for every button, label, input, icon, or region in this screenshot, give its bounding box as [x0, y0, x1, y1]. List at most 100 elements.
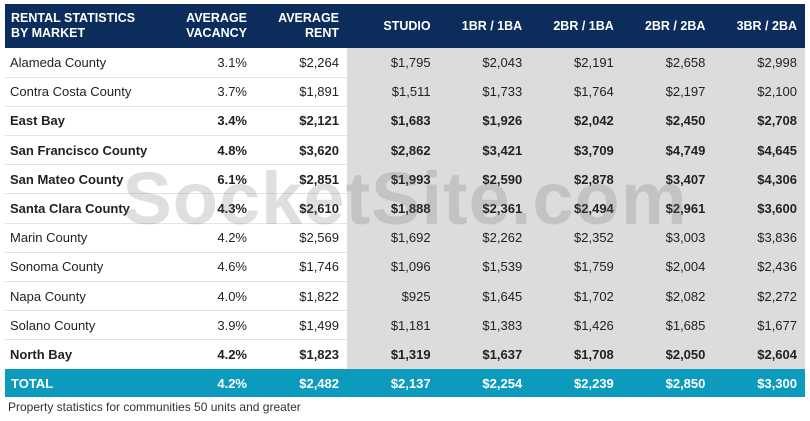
cell-2br-1ba: $1,708: [530, 339, 622, 370]
cell-3br-2ba: $2,708: [713, 106, 805, 137]
total-2br-1ba: $2,239: [530, 369, 622, 398]
cell-3br-2ba: $2,436: [713, 252, 805, 283]
cell-1br-1ba: $1,637: [438, 339, 531, 370]
cell-market: Contra Costa County: [5, 77, 175, 107]
cell-vacancy: 4.2%: [175, 223, 255, 253]
cell-vacancy: 4.8%: [175, 135, 255, 166]
total-1br-1ba: $2,254: [438, 369, 531, 398]
cell-market: San Francisco County: [5, 135, 175, 166]
cell-rent: $3,620: [255, 135, 347, 166]
table-row: North Bay 4.2% $1,823 $1,319 $1,637 $1,708 $2,…: [5, 339, 805, 370]
cell-market: North Bay: [10, 347, 73, 363]
cell-3br-2ba: $2,998: [713, 48, 805, 78]
table-row: Santa Clara County 4.3% $2,610 $1,888 $2,361…: [5, 193, 805, 224]
cell-rent: $2,264: [255, 48, 347, 78]
total-label: TOTAL: [5, 369, 175, 398]
cell-3br-2ba: $2,272: [713, 281, 805, 312]
table-row: San Francisco County 4.8% $3,620 $2,862 $3,4…: [5, 135, 805, 166]
cell-rent: $1,822: [255, 281, 347, 312]
cell-2br-1ba: $2,878: [530, 164, 622, 195]
cell-2br-2ba: $2,050: [621, 339, 714, 370]
rental-statistics-table: RENTAL STATISTICS BY MARKET AVERAGE VACANC…: [5, 4, 805, 398]
total-2br-2ba: $2,850: [621, 369, 714, 398]
cell-studio: $1,692: [347, 223, 439, 253]
cell-studio: $1,683: [347, 106, 439, 137]
cell-2br-2ba: $2,197: [621, 77, 714, 107]
cell-2br-2ba: $2,082: [621, 281, 714, 312]
cell-1br-1ba: $1,926: [438, 106, 531, 137]
cell-1br-1ba: $2,043: [438, 48, 531, 78]
cell-vacancy: 3.7%: [175, 77, 255, 107]
cell-2br-1ba: $1,759: [530, 252, 622, 283]
table-body: Alameda County 3.1% $2,264 $1,795 $2,043 $2,1…: [5, 48, 805, 370]
cell-studio: $1,319: [347, 339, 439, 370]
cell-2br-2ba: $2,450: [621, 106, 714, 137]
total-3br-2ba: $3,300: [713, 369, 805, 398]
cell-2br-1ba: $1,426: [530, 310, 622, 341]
cell-2br-1ba: $2,042: [530, 106, 622, 137]
cell-rent: $1,823: [299, 347, 339, 363]
cell-1br-1ba: $2,590: [438, 164, 531, 195]
cell-market: San Mateo County: [5, 164, 175, 195]
cell-market: East Bay: [5, 106, 175, 137]
cell-1br-1ba: $1,645: [438, 281, 531, 312]
cell-2br-2ba: $3,407: [621, 164, 714, 195]
cell-rent: $1,499: [255, 310, 347, 341]
table-row: San Mateo County 6.1% $2,851 $1,993 $2,590 $2…: [5, 164, 805, 195]
cell-2br-1ba: $1,764: [530, 77, 622, 107]
cell-2br-1ba: $2,191: [530, 48, 622, 78]
cell-2br-2ba: $4,749: [621, 135, 714, 166]
cell-1br-1ba: $2,262: [438, 223, 531, 253]
header-studio: STUDIO: [347, 4, 439, 48]
cell-market: Alameda County: [5, 48, 175, 78]
cell-2br-1ba: $2,352: [530, 223, 622, 253]
table-row: Sonoma County 4.6% $1,746 $1,096 $1,539 $1,75…: [5, 252, 805, 283]
table-row: Alameda County 3.1% $2,264 $1,795 $2,043 $2,1…: [5, 48, 805, 78]
cell-1br-1ba: $3,421: [438, 135, 531, 166]
footnote: Property statistics for communities 50 u…: [8, 400, 301, 414]
cell-3br-2ba: $3,836: [713, 223, 805, 253]
header-2br-1ba: 2BR / 1BA: [530, 4, 622, 48]
cell-vacancy: 3.9%: [175, 310, 255, 341]
header-1br-1ba: 1BR / 1BA: [438, 4, 531, 48]
cell-3br-2ba: $2,100: [713, 77, 805, 107]
cell-3br-2ba: $4,645: [713, 135, 805, 166]
cell-vacancy: 4.3%: [175, 193, 255, 224]
cell-2br-1ba: $1,702: [530, 281, 622, 312]
cell-1br-1ba: $1,539: [438, 252, 531, 283]
table-row: East Bay 3.4% $2,121 $1,683 $1,926 $2,042 $2,4…: [5, 106, 805, 137]
cell-studio: $1,993: [347, 164, 439, 195]
cell-2br-2ba: $2,658: [621, 48, 714, 78]
cell-vacancy: 3.4%: [175, 106, 255, 137]
header-vacancy: AVERAGE VACANCY: [175, 4, 255, 48]
cell-2br-2ba: $1,685: [621, 310, 714, 341]
header-row: RENTAL STATISTICS BY MARKET AVERAGE VACANC…: [5, 4, 805, 48]
cell-rent: $2,851: [255, 164, 347, 195]
cell-studio: $2,862: [347, 135, 439, 166]
cell-3br-2ba: $2,604: [713, 339, 805, 370]
cell-market: Sonoma County: [5, 252, 175, 283]
cell-market: Santa Clara County: [5, 193, 175, 224]
cell-2br-1ba: $2,494: [530, 193, 622, 224]
cell-rent: $2,569: [255, 223, 347, 253]
cell-2br-2ba: $3,003: [621, 223, 714, 253]
cell-studio: $1,181: [347, 310, 439, 341]
total-vacancy: 4.2%: [175, 369, 255, 398]
cell-1br-1ba: $1,733: [438, 77, 531, 107]
cell-vacancy: 4.2%: [217, 347, 247, 363]
table-row: Napa County 4.0% $1,822 $925 $1,645 $1,702 $2,…: [5, 281, 805, 312]
cell-2br-2ba: $2,004: [621, 252, 714, 283]
cell-studio: $925: [347, 281, 439, 312]
cell-vacancy: 4.0%: [175, 281, 255, 312]
cell-rent: $2,121: [255, 106, 347, 137]
cell-studio: $1,096: [347, 252, 439, 283]
cell-1br-1ba: $2,361: [438, 193, 531, 224]
cell-1br-1ba: $1,383: [438, 310, 531, 341]
table-row: Solano County 3.9% $1,499 $1,181 $1,383 $1,42…: [5, 310, 805, 341]
header-market: RENTAL STATISTICS BY MARKET: [5, 4, 175, 48]
cell-3br-2ba: $1,677: [713, 310, 805, 341]
cell-2br-1ba: $3,709: [530, 135, 622, 166]
total-studio: $2,137: [347, 369, 439, 398]
cell-rent: $1,746: [255, 252, 347, 283]
cell-rent: $2,610: [255, 193, 347, 224]
